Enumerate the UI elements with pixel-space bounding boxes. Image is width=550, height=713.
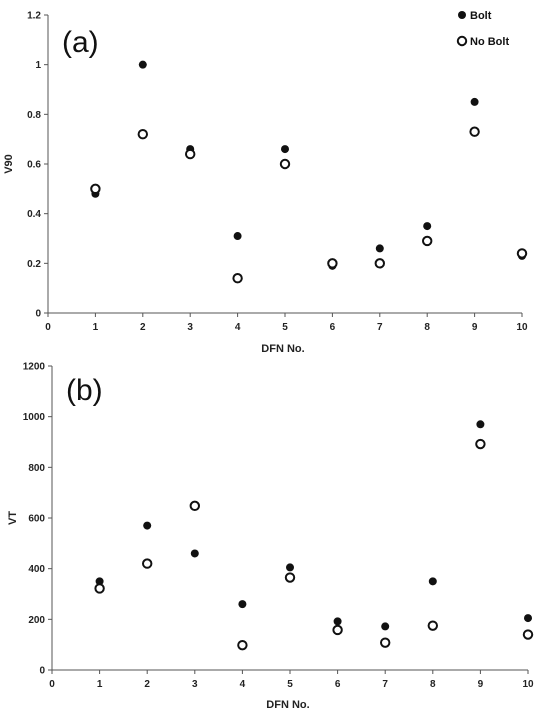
panel-a-no-bolt-point xyxy=(279,158,291,170)
panel-b-bolt-point xyxy=(428,577,437,586)
panel-a-no-bolt-point xyxy=(137,129,149,140)
panel-a-y-tick-label: 0.6 xyxy=(27,160,41,171)
panel-b-no-bolt-point xyxy=(189,500,201,512)
panel-a-y-tick-label: 0.8 xyxy=(27,110,41,121)
panel-b-y-tick-label: 0 xyxy=(39,666,45,677)
panel-b-no-bolt-point xyxy=(284,572,296,583)
panel-b-bolt-point xyxy=(143,521,152,530)
panel-b-no-bolt-point xyxy=(142,558,153,569)
panel-a-y-tick-label: 0.4 xyxy=(27,209,41,220)
panel-b-y-tick-label: 800 xyxy=(28,463,45,474)
panel-b-bolt-point xyxy=(95,577,104,586)
panel-b-no-bolt-point xyxy=(94,583,105,594)
panel-a-x-tick-label: 9 xyxy=(472,322,478,333)
panel-b-y-tick-label: 1200 xyxy=(23,362,46,373)
panel-b-x-tick-label: 3 xyxy=(192,679,198,690)
panel-a-legend-marker-bolt xyxy=(458,11,466,19)
panel-a-x-tick-label: 10 xyxy=(516,322,528,333)
panel-a-x-tick-label: 5 xyxy=(282,322,288,333)
panel-b-label: (b) xyxy=(66,374,103,407)
panel-a-x-tick-label: 1 xyxy=(93,322,99,333)
panel-b-bolt-point xyxy=(333,617,342,626)
panel-b-y-axis-title: VT xyxy=(7,511,19,525)
panel-a-no-bolt-point xyxy=(516,248,528,259)
panel-b-bolt-point xyxy=(476,420,485,429)
panel-b-x-tick-label: 8 xyxy=(430,679,436,690)
panel-b-x-tick-label: 1 xyxy=(97,679,103,690)
panel-a-y-tick-label: 0.2 xyxy=(27,259,41,270)
panel-a-legend-label-bolt: Bolt xyxy=(470,10,492,22)
panel-b-x-tick-label: 7 xyxy=(382,679,388,690)
panel-a-no-bolt-point xyxy=(90,183,101,195)
panel-a-bolt-point xyxy=(233,232,242,241)
panel-a-y-tick-label: 0 xyxy=(35,309,41,320)
panel-a-legend-marker-no-bolt xyxy=(456,35,468,47)
panel-a-y-tick-label: 1.2 xyxy=(27,11,41,22)
panel-b-x-tick-label: 2 xyxy=(144,679,150,690)
panel-a-y-tick-label: 1 xyxy=(35,60,41,71)
panel-a-no-bolt-point xyxy=(422,235,433,247)
panel-a-y-axis-title: V90 xyxy=(3,154,15,174)
panel-a-x-tick-label: 8 xyxy=(424,322,430,333)
panel-b-y-tick-label: 600 xyxy=(28,514,45,525)
panel-a-no-bolt-point xyxy=(327,258,338,269)
panel-a-x-axis-title: DFN No. xyxy=(261,343,304,355)
panel-a-x-tick-label: 0 xyxy=(45,322,51,333)
panel-b-x-tick-label: 6 xyxy=(335,679,341,690)
panel-b-x-tick-label: 4 xyxy=(240,679,246,690)
panel-a-x-tick-label: 2 xyxy=(140,322,146,333)
panel-b-x-tick-label: 9 xyxy=(478,679,484,690)
panel-a-x-tick-label: 3 xyxy=(187,322,193,333)
panel-a-label: (a) xyxy=(62,26,99,59)
panel-b-no-bolt-point xyxy=(332,624,343,636)
panel-a-bolt-point xyxy=(375,244,384,253)
panel-a-legend-label-no-bolt: No Bolt xyxy=(470,36,509,48)
panel-b-x-tick-label: 0 xyxy=(49,679,55,690)
panel-b-x-axis-title: DFN No. xyxy=(266,699,309,711)
panel-b-bolt-point xyxy=(286,563,294,572)
panel-b-no-bolt-point xyxy=(427,620,438,631)
panel-a-bolt-point xyxy=(470,97,479,106)
panel-b-no-bolt-point xyxy=(522,629,534,640)
panel-b-x-tick-label: 5 xyxy=(287,679,293,690)
panel-b-y-tick-label: 200 xyxy=(28,615,45,626)
panel-b-y-tick-label: 1000 xyxy=(23,412,46,423)
panel-a-x-tick-label: 7 xyxy=(377,322,383,333)
panel-b-y-tick-label: 400 xyxy=(28,564,45,575)
panel-a-no-bolt-point xyxy=(185,148,196,160)
panel-b-bolt-point xyxy=(190,549,199,558)
panel-b-bolt-point xyxy=(381,622,390,631)
panel-a-bolt-point xyxy=(281,145,289,154)
panel-b-no-bolt-point xyxy=(237,639,248,651)
panel-a-x-tick-label: 4 xyxy=(235,322,241,333)
panel-b-bolt-point xyxy=(524,614,532,623)
panel-b-no-bolt-point xyxy=(380,637,391,648)
panel-a-no-bolt-point xyxy=(232,273,243,284)
panel-b-bolt-point xyxy=(238,600,247,609)
panel-b-x-tick-label: 10 xyxy=(522,679,534,690)
panel-a-no-bolt-point xyxy=(374,258,385,269)
panel-a-no-bolt-point xyxy=(469,126,480,137)
panel-a-bolt-point xyxy=(423,222,432,231)
panel-b-no-bolt-point xyxy=(475,438,486,450)
panel-a-bolt-point xyxy=(138,60,147,69)
panel-a-x-tick-label: 6 xyxy=(330,322,336,333)
